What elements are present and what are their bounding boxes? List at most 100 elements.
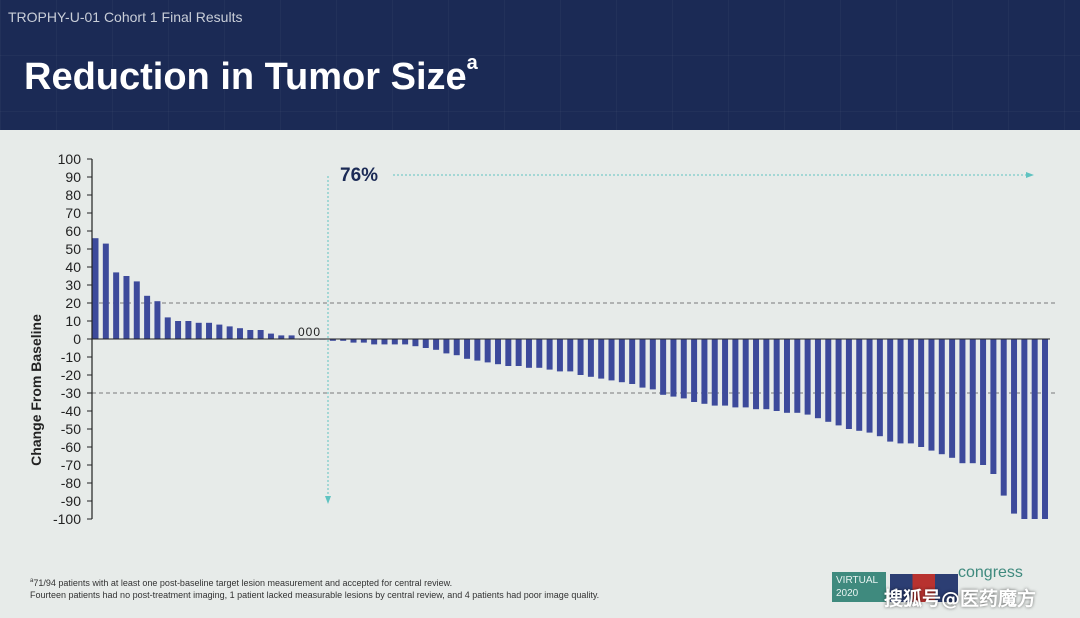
waterfall-bar: [133, 281, 140, 339]
waterfall-bar: [195, 322, 202, 339]
waterfall-bar: [329, 339, 336, 341]
header-banner: TROPHY-U-01 Cohort 1 Final Results Reduc…: [0, 0, 1080, 130]
waterfall-bar: [783, 339, 790, 413]
zero-change-label: 000: [298, 325, 321, 339]
waterfall-bar: [350, 339, 357, 343]
y-tick-label: 20: [65, 295, 81, 311]
slide-subtitle: TROPHY-U-01 Cohort 1 Final Results: [8, 9, 243, 25]
y-axis-label: Change From Baseline: [28, 314, 44, 466]
waterfall-bar: [742, 339, 749, 408]
y-tick-label: 50: [65, 241, 81, 257]
waterfall-bar: [949, 339, 956, 458]
y-tick-label: 10: [65, 313, 81, 329]
y-tick-label: -40: [61, 403, 81, 419]
waterfall-bar: [1042, 339, 1048, 519]
waterfall-bar: [876, 339, 883, 437]
waterfall-bar: [422, 339, 429, 348]
horizontal-arrow-head: [1026, 172, 1034, 178]
waterfall-bar: [247, 330, 254, 339]
virtual-badge: VIRTUAL 2020: [832, 572, 886, 602]
waterfall-bar: [587, 339, 594, 377]
waterfall-bar: [804, 339, 811, 415]
waterfall-bar: [639, 339, 646, 388]
footnote-line-1: a71/94 patients with at least one post-b…: [30, 578, 453, 588]
title-superscript: a: [466, 52, 478, 75]
y-tick-label: -60: [61, 439, 81, 455]
waterfall-bar: [515, 339, 522, 366]
y-tick-label: -10: [61, 349, 81, 365]
waterfall-bar: [102, 243, 109, 339]
waterfall-bar: [464, 339, 471, 359]
waterfall-bar: [113, 272, 120, 339]
waterfall-bar: [794, 339, 801, 413]
waterfall-bar: [525, 339, 532, 368]
waterfall-bar: [722, 339, 729, 406]
waterfall-bar: [928, 339, 935, 451]
waterfall-bar: [371, 339, 378, 345]
y-tick-label: 40: [65, 259, 81, 275]
waterfall-bar: [381, 339, 388, 345]
waterfall-bar: [670, 339, 677, 397]
waterfall-bar: [618, 339, 625, 383]
waterfall-bar: [495, 339, 501, 365]
waterfall-bar: [154, 301, 161, 339]
y-tick-label: 70: [65, 205, 81, 221]
y-tick-label: -80: [61, 475, 81, 491]
waterfall-bar: [959, 339, 966, 464]
waterfall-bar: [1021, 339, 1028, 519]
waterfall-bar: [92, 238, 99, 339]
waterfall-bar: [567, 339, 574, 372]
waterfall-bar: [773, 339, 780, 411]
y-tick-label: 90: [65, 169, 81, 185]
waterfall-bar: [360, 339, 367, 343]
waterfall-bar: [185, 321, 192, 339]
waterfall-bar: [691, 339, 698, 402]
waterfall-bar: [887, 339, 894, 442]
response-rate-label: 76%: [340, 165, 378, 186]
waterfall-bar: [144, 295, 151, 339]
waterfall-bar: [897, 339, 904, 444]
waterfall-bar: [990, 339, 997, 474]
y-tick-label: 30: [65, 277, 81, 293]
esmo-virtual-logo: VIRTUAL 2020 congress: [832, 564, 1032, 610]
y-tick-label: -50: [61, 421, 81, 437]
waterfall-bar: [649, 339, 656, 390]
waterfall-bar: [814, 339, 821, 419]
waterfall-bar: [536, 339, 543, 368]
footnote-line-2: Fourteen patients had no post-treatment …: [30, 590, 600, 600]
waterfall-bar: [629, 339, 636, 384]
y-tick-label: -90: [61, 493, 81, 509]
waterfall-bar: [845, 339, 852, 429]
footnote: a71/94 patients with at least one post-b…: [30, 575, 790, 601]
waterfall-bar: [577, 339, 584, 375]
waterfall-bar: [753, 339, 760, 410]
congress-label: congress: [958, 564, 1023, 581]
y-tick-label: -20: [61, 367, 81, 383]
waterfall-bar: [474, 339, 481, 361]
waterfall-bar: [443, 339, 450, 354]
waterfall-bar: [938, 339, 945, 455]
waterfall-bar: [288, 335, 295, 339]
slide-title: Reduction in Tumor Sizea: [24, 52, 478, 99]
waterfall-bar: [825, 339, 832, 422]
waterfall-bar: [257, 330, 264, 339]
waterfall-bar: [660, 339, 667, 395]
waterfall-bar: [216, 324, 223, 339]
y-tick-label: 0: [73, 331, 81, 347]
waterfall-bar: [980, 339, 987, 465]
congress-logo-mark: [890, 574, 958, 602]
y-tick-label: 80: [65, 187, 81, 203]
waterfall-bar: [969, 339, 976, 464]
waterfall-bar: [484, 339, 491, 363]
waterfall-bar: [175, 321, 182, 339]
waterfall-bar: [680, 339, 687, 399]
waterfall-bar: [164, 317, 171, 339]
waterfall-bar: [123, 276, 130, 339]
waterfall-bar: [453, 339, 460, 356]
waterfall-bar: [866, 339, 873, 433]
waterfall-bar: [226, 326, 233, 339]
waterfall-bar: [546, 339, 553, 370]
y-tick-label: -70: [61, 457, 81, 473]
waterfall-bar: [1000, 339, 1007, 496]
waterfall-bar: [907, 339, 914, 444]
